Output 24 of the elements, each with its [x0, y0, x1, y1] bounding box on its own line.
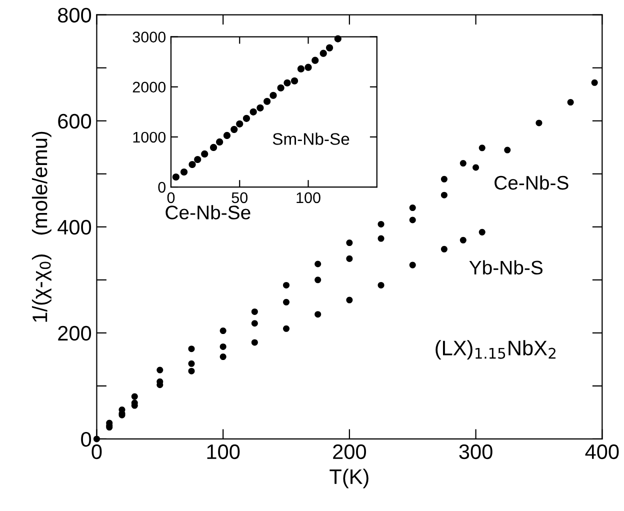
x-tick-label: 0	[92, 444, 102, 460]
annotation: Yb-Nb-S	[469, 260, 543, 275]
annotation: Sm-Nb-Se	[272, 132, 350, 145]
y-tick-label: 0	[81, 432, 92, 447]
x-tick-label: 100	[207, 444, 240, 460]
x-tick-label: 400	[585, 444, 619, 460]
x-tick-label: 300	[459, 444, 492, 460]
y-tick-label: 3000	[132, 32, 166, 42]
y-tick-label: 200	[58, 326, 92, 341]
y-tick-label: 1000	[133, 132, 166, 143]
y-tick-label: 800	[58, 8, 92, 23]
x-tick-label: 100	[296, 192, 320, 204]
x-tick-label: 0	[167, 192, 175, 204]
y-tick-label: 2000	[132, 82, 166, 93]
x-tick-label: 200	[333, 444, 366, 460]
x-axis-title: T(K)	[330, 468, 368, 488]
annotation: Ce-Nb-Se	[166, 205, 250, 220]
y-tick-label: 400	[58, 220, 92, 235]
y-axis-title: 1/(χ-χ$_{0}$) (mole/emu)	[32, 132, 52, 322]
x-tick-label: 50	[232, 192, 248, 204]
annotation: (LX)$_{1.15}$NbX$_{2}$	[436, 340, 556, 360]
y-tick-label: 0	[158, 182, 166, 193]
y-tick-label: 600	[58, 114, 92, 129]
annotation: Ce-Nb-S	[494, 175, 568, 190]
